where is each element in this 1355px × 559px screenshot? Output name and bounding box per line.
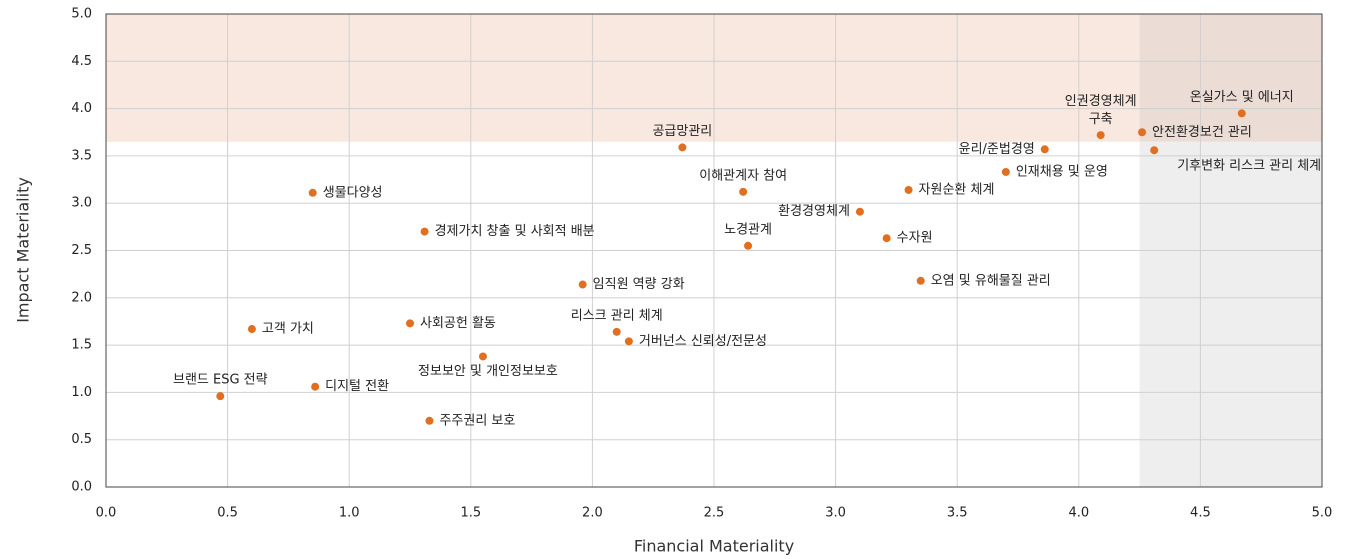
x-tick-label: 0.0 <box>96 506 117 521</box>
point <box>1096 131 1105 140</box>
x-axis-label: Financial Materiality <box>634 537 794 556</box>
overlap-region <box>1139 14 1322 142</box>
point <box>425 416 434 425</box>
point <box>916 276 925 285</box>
point <box>744 241 753 250</box>
point <box>612 327 621 336</box>
point-label: 자원순환 체계 <box>919 182 995 197</box>
point <box>478 352 487 361</box>
point <box>308 188 317 197</box>
point-label: 온실가스 및 에너지 <box>1190 90 1294 105</box>
point <box>739 187 748 196</box>
point <box>855 207 864 216</box>
point-label: 정보보안 및 개인정보보호 <box>418 364 558 379</box>
point-label: 윤리/준법경영 <box>959 142 1035 157</box>
point <box>1001 167 1010 176</box>
y-tick-label: 1.5 <box>71 338 92 353</box>
x-tick-label: 3.0 <box>825 506 846 521</box>
x-tick-label: 0.5 <box>217 506 238 521</box>
x-tick-label: 4.5 <box>1190 506 1211 521</box>
point-label: 공급망관리 <box>652 124 712 139</box>
y-tick-label: 4.5 <box>71 54 92 69</box>
point-label: 환경경영체계 <box>778 204 850 219</box>
y-tick-label: 1.0 <box>71 385 92 400</box>
y-tick-label: 2.0 <box>71 290 92 305</box>
y-tick-label: 0.5 <box>71 432 92 447</box>
x-tick-label: 3.5 <box>947 506 968 521</box>
y-tick-label: 0.0 <box>71 480 92 495</box>
point <box>1040 145 1049 154</box>
point-label: 리스크 관리 체계 <box>571 308 663 323</box>
point <box>406 319 414 328</box>
point-label: 수자원 <box>897 231 933 246</box>
point-label: 경제가치 창출 및 사회적 배분 <box>435 224 595 239</box>
y-tick-label: 3.0 <box>71 196 92 211</box>
x-tick-label: 5.0 <box>1312 506 1333 521</box>
point-label: 기후변화 리스크 관리 체계 <box>1177 159 1321 174</box>
y-tick-label: 4.0 <box>71 101 92 116</box>
x-tick-label: 2.5 <box>704 506 725 521</box>
x-tick-label: 1.5 <box>460 506 481 521</box>
point-label: 고객 가치 <box>262 322 314 337</box>
point <box>311 382 320 391</box>
financial-region <box>1139 141 1322 487</box>
point <box>1237 109 1246 118</box>
point-label: 이해관계자 참여 <box>699 168 787 183</box>
point-label: 거버넌스 신뢰성/전문성 <box>639 334 767 349</box>
point-label: 노경관계 <box>724 222 772 237</box>
impact-region <box>106 14 1140 142</box>
point-label: 디지털 전환 <box>325 379 389 394</box>
point <box>216 392 225 401</box>
point <box>624 337 633 346</box>
point-label: 오염 및 유해물질 관리 <box>931 273 1051 288</box>
point-label: 사회공헌 활동 <box>420 316 496 331</box>
point <box>247 325 256 334</box>
point <box>1150 146 1159 155</box>
point <box>1138 128 1147 137</box>
plot-frame <box>105 13 1323 488</box>
point-label: 임직원 역량 강화 <box>593 277 685 292</box>
y-tick-label: 3.5 <box>71 148 92 163</box>
y-tick-label: 5.0 <box>71 7 92 22</box>
y-tick-label: 2.5 <box>71 243 92 258</box>
point-label: 인재채용 및 운영 <box>1016 164 1108 179</box>
point <box>420 227 429 236</box>
point <box>678 143 687 152</box>
point <box>578 280 587 289</box>
point <box>904 185 913 194</box>
x-tick-label: 1.0 <box>339 506 360 521</box>
y-axis-label: Impact Materiality <box>14 177 33 323</box>
point <box>882 234 891 243</box>
point-label: 주주권리 보호 <box>439 413 515 428</box>
x-tick-label: 4.0 <box>1068 506 1089 521</box>
point-label: 안전환경보건 관리 <box>1152 125 1252 140</box>
x-tick-label: 2.0 <box>582 506 603 521</box>
point-label: 인권경영체계 구축 <box>1065 94 1137 127</box>
point-label: 브랜드 ESG 전략 <box>173 373 268 388</box>
point-label: 생물다양성 <box>323 185 383 200</box>
